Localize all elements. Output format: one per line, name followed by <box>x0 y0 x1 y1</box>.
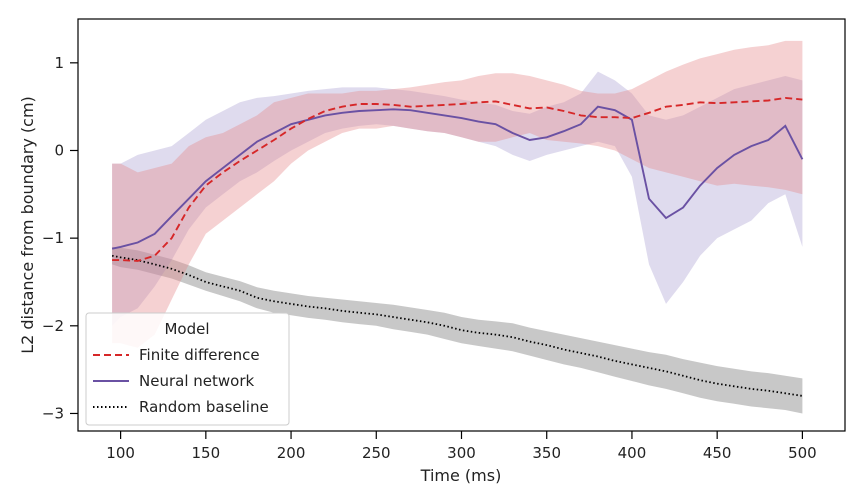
y-tick-label: −3 <box>42 404 64 422</box>
line-neural-network <box>111 105 804 250</box>
x-axis-label: Time (ms) <box>420 466 502 485</box>
x-axis-ticks: 100 150 200 250 300 350 400 450 500 <box>106 431 817 462</box>
x-tick-label: 150 <box>192 444 221 462</box>
x-tick-label: 450 <box>703 444 732 462</box>
legend: Model Finite difference Neural network R… <box>85 312 290 426</box>
y-axis-label: L2 distance from boundary (cm) <box>18 96 37 354</box>
legend-label-neural-network: Neural network <box>139 372 254 390</box>
legend-title: Model <box>164 320 209 338</box>
legend-label-finite-difference: Finite difference <box>139 346 260 364</box>
x-tick-label: 400 <box>618 444 647 462</box>
y-tick-label: 0 <box>54 141 64 159</box>
series-lines <box>111 96 804 397</box>
line-finite-difference <box>112 96 803 262</box>
x-tick-label: 250 <box>362 444 391 462</box>
line-random-baseline <box>111 254 803 397</box>
x-tick-label: 500 <box>788 444 817 462</box>
y-axis-ticks: 1 0 −1 −2 −3 <box>42 54 78 422</box>
x-tick-label: 200 <box>277 444 306 462</box>
legend-box <box>85 312 290 426</box>
legend-label-random-baseline: Random baseline <box>139 398 269 416</box>
x-tick-label: 300 <box>447 444 476 462</box>
y-tick-label: −2 <box>42 317 64 335</box>
x-tick-label: 100 <box>106 444 135 462</box>
y-tick-label: 1 <box>54 54 64 72</box>
band-neural-network <box>112 71 803 326</box>
band-random-baseline <box>112 246 803 414</box>
x-tick-label: 350 <box>532 444 561 462</box>
y-tick-label: −1 <box>42 229 64 247</box>
